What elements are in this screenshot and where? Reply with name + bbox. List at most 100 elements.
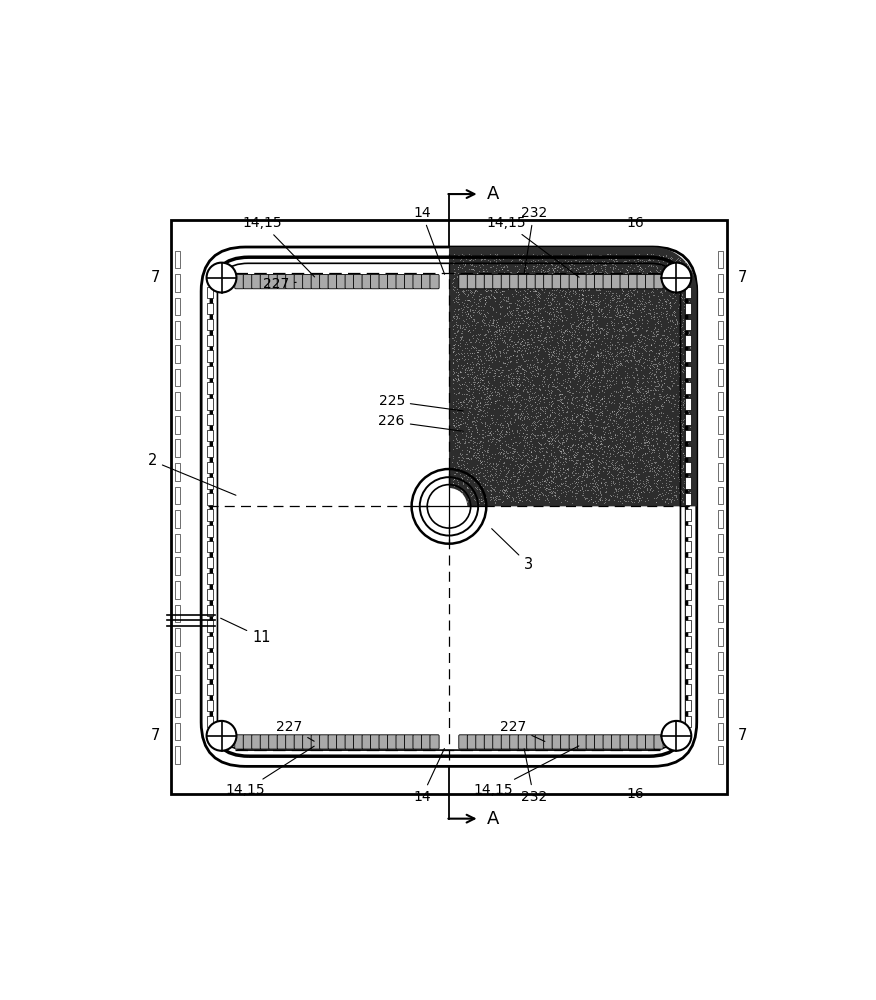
Point <box>576 351 590 367</box>
Point <box>616 283 630 299</box>
Point <box>538 250 552 266</box>
Point <box>451 259 465 275</box>
Point <box>524 452 538 468</box>
Point <box>519 400 533 416</box>
Point <box>581 333 595 349</box>
Point <box>676 325 690 341</box>
Point <box>576 430 590 446</box>
Point <box>505 475 519 491</box>
Point <box>593 320 607 336</box>
Point <box>514 392 528 408</box>
Point <box>489 491 503 507</box>
Point <box>557 444 571 460</box>
Point <box>477 377 491 393</box>
Point <box>519 363 533 379</box>
Point <box>556 335 570 351</box>
Point <box>532 489 546 505</box>
Point <box>612 439 626 455</box>
Point <box>582 467 596 483</box>
Point <box>533 381 548 397</box>
Point <box>615 428 629 444</box>
Point <box>639 417 653 433</box>
Point <box>465 390 479 406</box>
Point <box>590 389 604 405</box>
Point <box>524 431 538 447</box>
Point <box>668 288 682 304</box>
Point <box>453 446 467 462</box>
Point <box>561 438 575 454</box>
Point <box>597 308 611 324</box>
Point <box>529 283 543 299</box>
Point <box>518 343 532 359</box>
Point <box>464 376 478 392</box>
Point <box>545 383 559 399</box>
Point <box>638 435 652 451</box>
Point <box>580 354 594 370</box>
Point <box>455 431 469 447</box>
Point <box>510 371 524 387</box>
Point <box>562 257 576 273</box>
Point <box>512 283 526 299</box>
Point <box>512 358 526 374</box>
Point <box>513 315 527 331</box>
Point <box>495 261 509 277</box>
Point <box>579 391 593 407</box>
Point <box>487 362 501 378</box>
Point <box>601 415 615 431</box>
Point <box>448 483 462 499</box>
Point <box>586 485 600 501</box>
Point <box>581 273 595 289</box>
Point <box>489 458 503 474</box>
Point <box>667 387 681 403</box>
Point <box>511 471 525 487</box>
Point <box>497 264 511 280</box>
Point <box>473 453 487 469</box>
Point <box>677 254 691 270</box>
Point <box>550 374 564 390</box>
Point <box>522 360 536 376</box>
Point <box>570 364 584 380</box>
Point <box>476 331 490 347</box>
Point <box>609 405 623 421</box>
Point <box>665 421 679 437</box>
Point <box>572 422 586 438</box>
Point <box>603 270 617 286</box>
Point <box>540 254 555 270</box>
FancyBboxPatch shape <box>577 735 587 749</box>
Point <box>645 308 659 324</box>
Point <box>583 400 597 416</box>
Point <box>663 361 677 377</box>
Point <box>558 388 572 404</box>
Point <box>645 391 659 407</box>
Point <box>590 371 604 387</box>
Point <box>489 479 503 495</box>
Point <box>498 436 512 452</box>
Point <box>491 431 505 447</box>
Point <box>677 449 691 465</box>
Point <box>477 271 491 287</box>
Point <box>516 269 530 285</box>
Point <box>590 479 604 495</box>
Point <box>644 310 658 326</box>
Point <box>540 463 554 479</box>
Point <box>545 428 559 444</box>
Point <box>659 294 673 310</box>
Point <box>660 392 674 408</box>
Point <box>469 356 483 372</box>
Point <box>541 343 555 359</box>
Point <box>498 410 512 426</box>
Point <box>525 255 539 271</box>
Point <box>558 265 572 281</box>
Point <box>619 352 633 368</box>
Point <box>457 468 471 484</box>
Point <box>628 317 642 333</box>
Point <box>498 482 512 498</box>
Point <box>673 451 687 467</box>
Point <box>604 404 618 420</box>
Point <box>498 283 512 299</box>
Point <box>597 365 611 381</box>
Point <box>597 426 611 442</box>
Point <box>654 379 668 395</box>
Point <box>555 392 569 408</box>
Point <box>512 463 526 479</box>
